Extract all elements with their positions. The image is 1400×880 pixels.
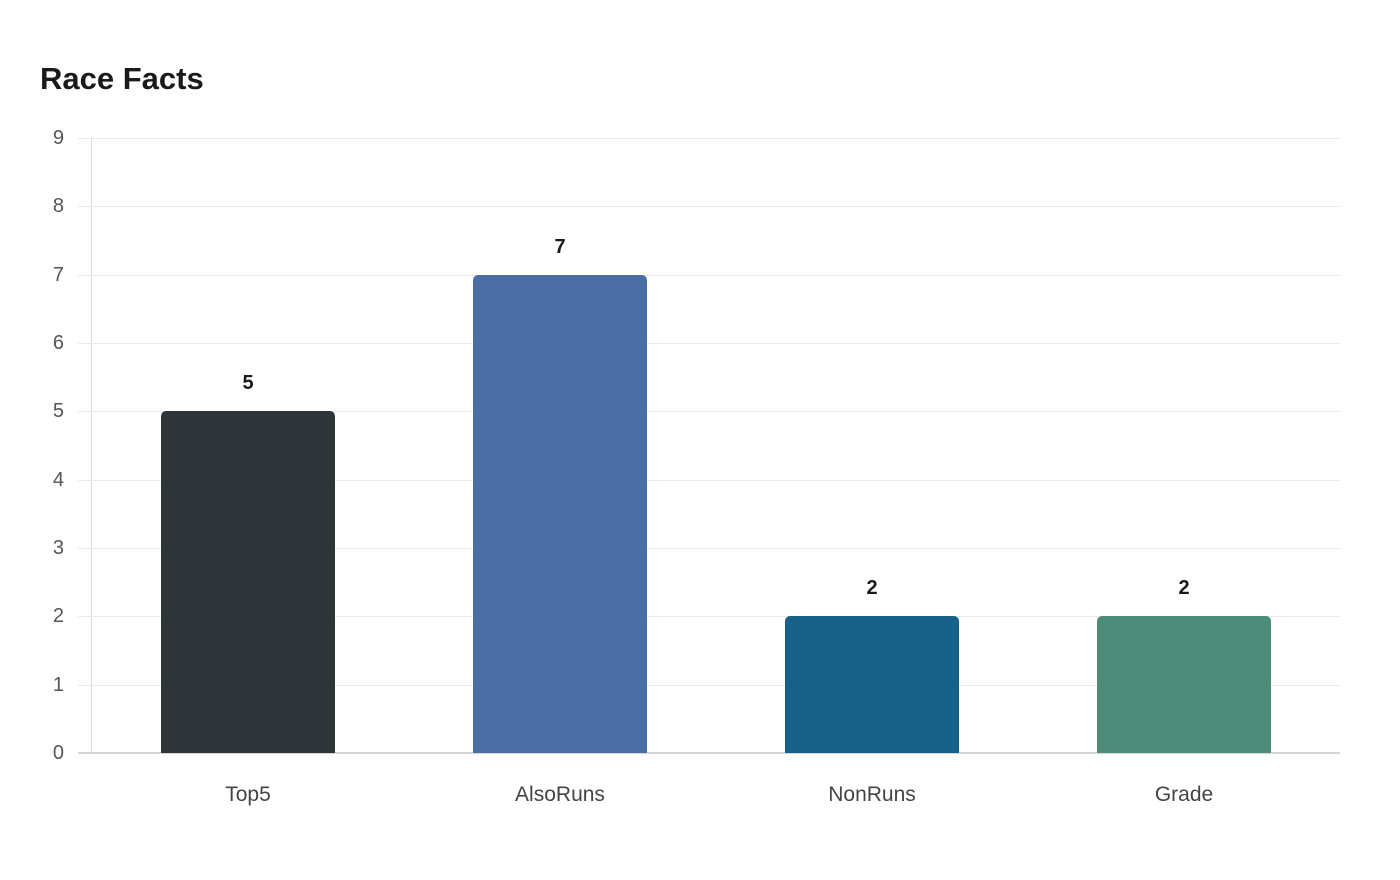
bar-alsoruns[interactable] — [473, 275, 647, 753]
gridline — [78, 685, 1340, 686]
x-axis-line — [78, 752, 1340, 754]
y-tick-label: 0 — [52, 742, 64, 764]
y-tick-label: 1 — [52, 674, 64, 696]
x-tick-label: NonRuns — [828, 783, 916, 806]
gridline — [78, 138, 1340, 139]
gridline — [78, 616, 1340, 617]
y-tick-label: 5 — [52, 400, 64, 422]
x-tick-label: Top5 — [225, 783, 271, 806]
y-tick-label: 6 — [52, 332, 64, 354]
gridline — [78, 411, 1340, 412]
y-tick-label: 8 — [52, 195, 64, 217]
gridline — [78, 206, 1340, 207]
value-label: 2 — [1178, 577, 1190, 599]
x-tick-label: AlsoRuns — [515, 783, 605, 806]
bar-grade[interactable] — [1097, 616, 1271, 753]
gridline — [78, 548, 1340, 549]
bar-nonruns[interactable] — [785, 616, 959, 753]
y-tick-label: 2 — [52, 605, 64, 627]
y-tick-label: 4 — [52, 469, 64, 491]
gridline — [78, 480, 1340, 481]
bar-top5[interactable] — [161, 411, 335, 753]
y-axis-line — [91, 138, 92, 753]
chart-title: Race Facts — [40, 61, 204, 96]
y-tick-label: 3 — [52, 537, 64, 559]
y-tick-label: 7 — [52, 264, 64, 286]
value-label: 5 — [242, 372, 254, 394]
y-tick-label: 9 — [52, 127, 64, 149]
gridline — [78, 275, 1340, 276]
value-label: 7 — [554, 236, 566, 258]
x-tick-label: Grade — [1154, 783, 1214, 806]
value-label: 2 — [866, 577, 878, 599]
gridline — [78, 343, 1340, 344]
